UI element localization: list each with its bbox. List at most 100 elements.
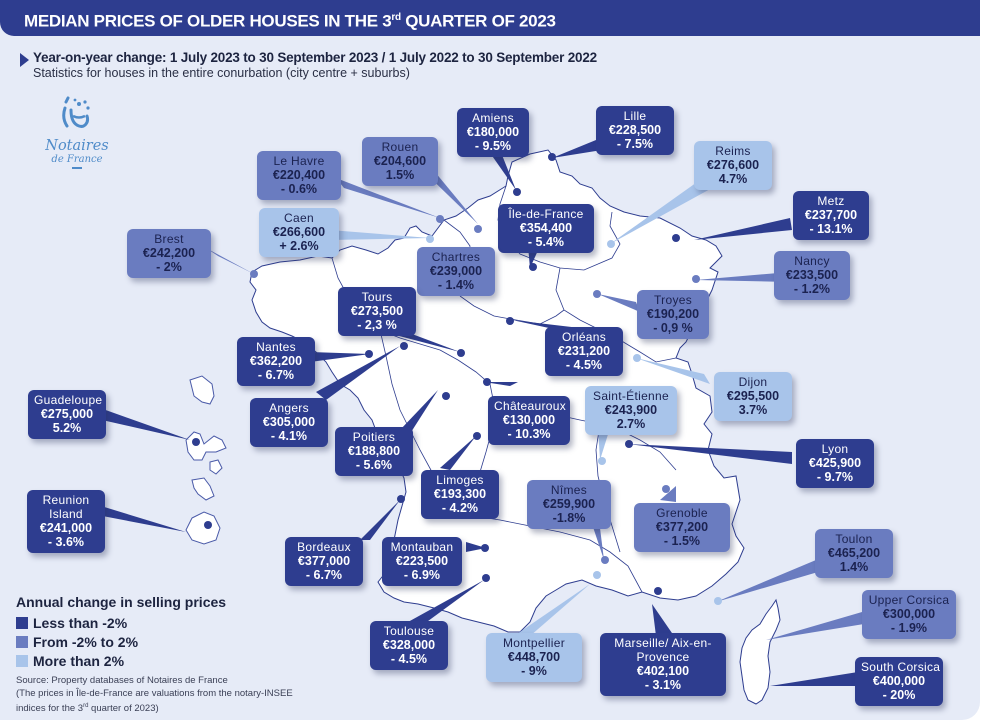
city-price: €190,200 <box>646 307 700 321</box>
city-price: €180,000 <box>466 125 520 139</box>
page-title: MEDIAN PRICES OF OLDER HOUSES IN THE 3rd… <box>0 0 980 36</box>
callout-caen: Caen €266,600 + 2.6% <box>259 208 339 257</box>
city-price: €400,000 <box>872 674 926 688</box>
city-price: €377,200 <box>655 520 709 534</box>
city-change: - 9% <box>521 664 547 678</box>
city-price: €402,100 <box>636 664 690 678</box>
source-superscript: rd <box>83 703 89 709</box>
callout-troyes: Troyes €190,200 - 0,9 % <box>637 290 709 339</box>
city-change: - 4.5% <box>565 358 603 372</box>
callout-upper-corsica: Upper Corsica €300,000 - 1.9% <box>862 590 956 639</box>
legend-title: Annual change in selling prices <box>16 594 227 610</box>
callout-poitiers: Poitiers €188,800 - 5.6% <box>335 427 413 476</box>
martinique-outline <box>209 459 223 475</box>
legend-swatch-dark <box>16 616 28 629</box>
city-name: Le Havre <box>273 154 325 168</box>
logo-underline <box>72 167 82 169</box>
city-price: €273,500 <box>350 304 404 318</box>
subtitle: Year-on-year change: 1 July 2023 to 30 S… <box>20 50 597 80</box>
guadeloupe-outline <box>189 375 215 405</box>
mayotte-outline <box>191 477 215 501</box>
callout-bordeaux: Bordeaux €377,000 - 6.7% <box>285 537 363 586</box>
city-price: €377,000 <box>297 554 351 568</box>
city-name: Angers <box>269 401 309 415</box>
source-text-end: quarter of 2023) <box>88 703 159 715</box>
callout-toulon: Toulon €465,200 1.4% <box>815 529 893 578</box>
city-change: - 6.7% <box>257 368 295 382</box>
source-note: Source: Property databases of Notaires d… <box>16 675 293 716</box>
city-name: Île-de-France <box>508 207 584 221</box>
logo-subname: de France <box>51 154 103 165</box>
callout-chateauroux: Châteauroux €130,000 - 10.3% <box>488 396 570 445</box>
source-line: (The prices in Île-de-France are valuati… <box>16 687 293 699</box>
city-change: - 0.6% <box>280 182 318 196</box>
reunion-outline <box>185 511 221 545</box>
title-text: MEDIAN PRICES OF OLDER HOUSES IN THE 3 <box>24 11 392 31</box>
callout-marseille-aix: Marseille/ Aix-en-Provence €402,100 - 3.… <box>600 633 726 696</box>
callout-orleans: Orléans €231,200 - 4.5% <box>545 327 623 376</box>
city-name: Toulon <box>835 532 873 546</box>
callout-reims: Reims €276,600 4.7% <box>694 141 772 190</box>
city-price: €228,500 <box>608 123 662 137</box>
callout-brest: Brest €242,200 - 2% <box>127 229 211 278</box>
city-change: - 20% <box>882 688 916 702</box>
callout-chartres: Chartres €239,000 - 1.4% <box>417 247 495 296</box>
callout-nantes: Nantes €362,200 - 6.7% <box>237 337 315 386</box>
city-price: €237,700 <box>804 208 858 222</box>
city-change: - 6.9% <box>403 568 441 582</box>
corsica-outline <box>739 598 781 705</box>
callout-lyon: Lyon €425,900 - 9.7% <box>796 439 874 488</box>
city-change: -1.8% <box>552 511 586 525</box>
city-name: Nîmes <box>550 483 588 497</box>
city-price: €130,000 <box>502 413 556 427</box>
source-line: indices for the 3rd quarter of 2023) <box>16 700 293 716</box>
city-price: €223,500 <box>395 554 449 568</box>
city-name: South Corsica <box>861 660 941 674</box>
city-name: Toulouse <box>383 624 435 638</box>
city-change: - 4.2% <box>441 501 479 515</box>
city-price: €275,000 <box>40 407 94 421</box>
callout-toulouse: Toulouse €328,000 - 4.5% <box>370 621 448 670</box>
city-name: Metz <box>817 194 845 208</box>
city-name: Lille <box>623 109 647 123</box>
city-name: Montpellier <box>503 636 565 650</box>
city-change: 5.2% <box>52 421 82 435</box>
city-price: €354,400 <box>519 221 573 235</box>
legend-label: From -2% to 2% <box>33 633 139 650</box>
city-change: - 1.4% <box>437 278 475 292</box>
source-text: indices for the 3 <box>16 703 84 715</box>
city-change: - 4.5% <box>390 652 428 666</box>
city-price: €204,600 <box>373 154 427 168</box>
notaires-logo: Notaires de France <box>44 96 110 169</box>
city-change: 4.7% <box>718 172 748 186</box>
callout-lille: Lille €228,500 - 7.5% <box>596 106 674 155</box>
city-name: Nancy <box>794 254 830 268</box>
city-price: €259,900 <box>542 497 596 511</box>
city-price: €328,000 <box>382 638 436 652</box>
city-name: Lyon <box>821 442 849 456</box>
callout-south-corsica: South Corsica €400,000 - 20% <box>855 657 943 706</box>
legend-item-less-than-minus-2: Less than -2% <box>16 613 226 632</box>
city-change: - 4.1% <box>270 429 308 443</box>
city-change: 1.4% <box>839 560 869 574</box>
city-dots <box>192 153 722 605</box>
city-price: €220,400 <box>272 168 326 182</box>
city-price: €193,300 <box>433 487 487 501</box>
callout-amiens: Amiens €180,000 - 9.5% <box>457 108 529 157</box>
city-name: Dijon <box>738 375 768 389</box>
legend-label: More than 2% <box>33 652 125 669</box>
city-price: €188,800 <box>347 444 401 458</box>
city-change: - 1.9% <box>890 621 928 635</box>
city-price: €425,900 <box>808 456 862 470</box>
city-name: Orléans <box>561 330 607 344</box>
callout-ile-de-france: Île-de-France €354,400 - 5.4% <box>498 204 594 253</box>
city-change: - 7.5% <box>616 137 654 151</box>
legend-item-more-than-2: More than 2% <box>16 651 226 670</box>
callout-guadeloupe: Guadeloupe €275,000 5.2% <box>28 390 106 439</box>
city-change: + 2.6% <box>279 239 319 253</box>
legend-swatch-mid <box>16 635 28 648</box>
callout-reunion-island: Reunion Island €241,000 - 3.6% <box>27 490 105 553</box>
city-name: Troyes <box>653 293 693 307</box>
city-change: - 1.2% <box>793 282 831 296</box>
